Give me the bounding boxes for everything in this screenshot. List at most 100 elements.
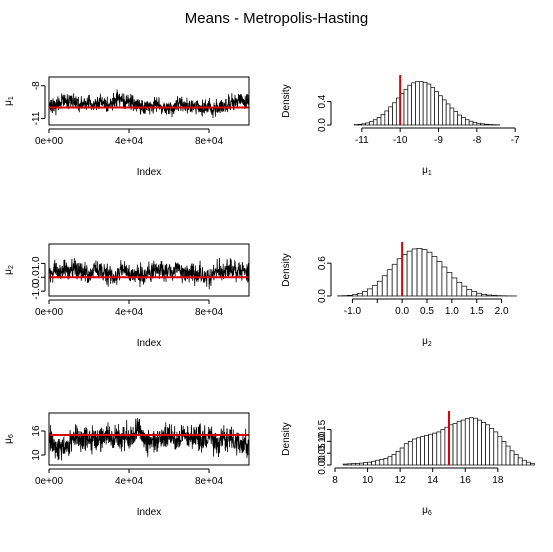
trace-mu1-y-tick-label: -8: [31, 81, 42, 90]
hist-mu1-y-label-text: Density: [281, 84, 292, 117]
trace-mu2-y-tick-label: 1.0: [31, 256, 42, 270]
trace-mu2-y-label-text: μ: [3, 269, 14, 275]
hist-mu6-bar: [505, 445, 511, 466]
hist-mu1-x-label: μ1: [422, 165, 432, 177]
trace-mu2-x-tick-label: 4e+04: [115, 307, 144, 318]
hist-mu2-bar: [357, 293, 363, 297]
trace-mu1-y-label-text: μ: [3, 100, 14, 106]
hist-mu6-y-label-text: Density: [281, 422, 292, 455]
hist-mu6-bar: [420, 436, 425, 466]
hist-mu2-bar: [426, 251, 433, 297]
hist-mu6-bar: [464, 418, 470, 466]
hist-mu6-bar: [346, 463, 352, 466]
hist-mu1-bar: [388, 106, 393, 126]
trace-mu2-panel: 0e+00 4e+04 8e+04 -1.00.01.0 Index μ2: [3, 243, 250, 349]
hist-mu6-bar: [497, 436, 503, 466]
trace-mu2-y-tick-label: 0.0: [31, 270, 42, 284]
hist-mu2-bar: [431, 256, 438, 297]
hist-mu6-bar: [379, 458, 385, 466]
hist-mu2-bar: [466, 289, 473, 297]
hist-mu2-bar: [446, 272, 453, 297]
hist-mu6-bar: [403, 443, 409, 466]
hist-mu1-y-tick-label: 0.0: [317, 118, 328, 132]
hist-mu1-bar: [376, 117, 382, 126]
hist-mu6-bar: [407, 441, 413, 466]
trace-mu2-x-label: Index: [137, 338, 161, 349]
trace-mu2-frame: [48, 243, 250, 297]
hist-mu1-bar: [415, 81, 420, 126]
hist-mu2-bar: [406, 250, 413, 297]
hist-mu2-bar: [481, 294, 488, 297]
hist-mu2-x-tick-label: 2.0: [495, 306, 509, 317]
hist-mu6-panel: 8 10 12 14 16 18 0.000.050.100.15 μ6 Density: [281, 411, 535, 517]
trace-mu1-x-tick-label: 8e+04: [195, 136, 224, 147]
trace-mu2-y-label: μ2: [3, 265, 15, 275]
trace-mu1-x-label: Index: [137, 167, 161, 178]
trace-mu2-x-tick-label: 8e+04: [195, 307, 224, 318]
hist-mu1-bar: [422, 81, 428, 126]
hist-mu6-y-tick-label: 0.10: [317, 431, 328, 451]
hist-mu1-bar: [476, 122, 482, 126]
hist-mu1-bar: [403, 88, 409, 126]
hist-mu2-x-label: μ2: [422, 336, 432, 348]
hist-mu6-bar: [517, 457, 523, 466]
hist-mu6-y-tick-label: 0.00: [317, 455, 328, 475]
hist-mu2-y-tick-label: 0.6: [317, 256, 328, 270]
hist-mu6-bar: [440, 429, 446, 466]
hist-mu2-x-tick-label: 1.0: [445, 306, 459, 317]
hist-mu1-bar: [438, 95, 443, 126]
hist-mu2-y-label: Density: [281, 253, 292, 286]
hist-mu6-x-tick-label: 16: [460, 475, 472, 486]
hist-mu6-bar: [501, 441, 507, 466]
trace-mu6-y-label-subscript: 6: [8, 434, 15, 438]
hist-mu1-bar: [434, 91, 439, 126]
hist-mu1-bar: [445, 103, 451, 126]
hist-mu2-bar: [421, 249, 428, 297]
trace-mu6-y-label: μ6: [3, 434, 15, 444]
hist-mu6-bar: [485, 424, 491, 466]
trace-mu2-y-label-subscript: 2: [8, 265, 15, 269]
trace-mu6-x-label: Index: [137, 507, 161, 518]
hist-mu6-bar: [367, 461, 372, 466]
trace-mu6-frame: [48, 412, 250, 466]
trace-mu2-x-tick-label: 0e+00: [35, 307, 64, 318]
hist-mu2-bar: [362, 291, 368, 297]
hist-mu2-bar: [436, 261, 443, 297]
hist-mu1-bar: [426, 83, 432, 126]
hist-mu2-bar: [461, 285, 468, 297]
hist-mu6-bar: [363, 462, 368, 466]
hist-mu2-bar: [376, 280, 383, 297]
trace-mu1-y-label: μ1: [3, 96, 15, 106]
hist-mu1-y-tick-label: 0.4: [317, 94, 328, 108]
hist-mu6-bar: [416, 437, 421, 466]
hist-mu2-bar: [441, 266, 448, 297]
hist-mu1-bar: [461, 117, 466, 126]
trace-mu6-panel: 0e+00 4e+04 8e+04 10 16 Index μ6: [3, 412, 250, 518]
hist-mu6-bar: [391, 454, 397, 466]
trace-mu6-y-tick-label: 10: [31, 449, 42, 461]
hist-mu1-bar: [384, 110, 390, 126]
hist-mu2-panel: -1.0 0.0 0.5 1.0 1.5 2.0 0.0 0.6 μ2 Density: [281, 242, 517, 348]
trace-mu1-y-label-subscript: 1: [8, 96, 15, 100]
trace-mu6-x-tick-label: 8e+04: [195, 476, 224, 487]
hist-mu1-y-label: Density: [281, 84, 292, 117]
hist-mu1-x-tick-label: -11: [355, 135, 369, 146]
hist-mu1-x-tick-label: -10: [393, 135, 408, 146]
hist-mu2-bar: [476, 292, 483, 297]
hist-mu1-bar: [464, 119, 470, 126]
hist-mu1-x-tick-label: -7: [511, 135, 520, 146]
hist-mu6-bar: [473, 417, 478, 466]
hist-mu2-x-label-symbol: μ: [422, 336, 428, 347]
hist-mu2-bar: [411, 248, 418, 297]
hist-mu1-bar: [418, 81, 424, 126]
hist-mu2-y-label-text: Density: [281, 253, 292, 286]
hist-mu1-bar: [453, 111, 459, 126]
hist-mu6-bar: [387, 456, 393, 466]
trace-mu6-y-label-text: μ: [3, 438, 14, 444]
hist-mu1-bar: [430, 87, 436, 126]
hist-mu1-bar: [480, 123, 485, 126]
hist-mu6-bar: [436, 431, 442, 466]
hist-mu6-bar: [525, 461, 531, 466]
